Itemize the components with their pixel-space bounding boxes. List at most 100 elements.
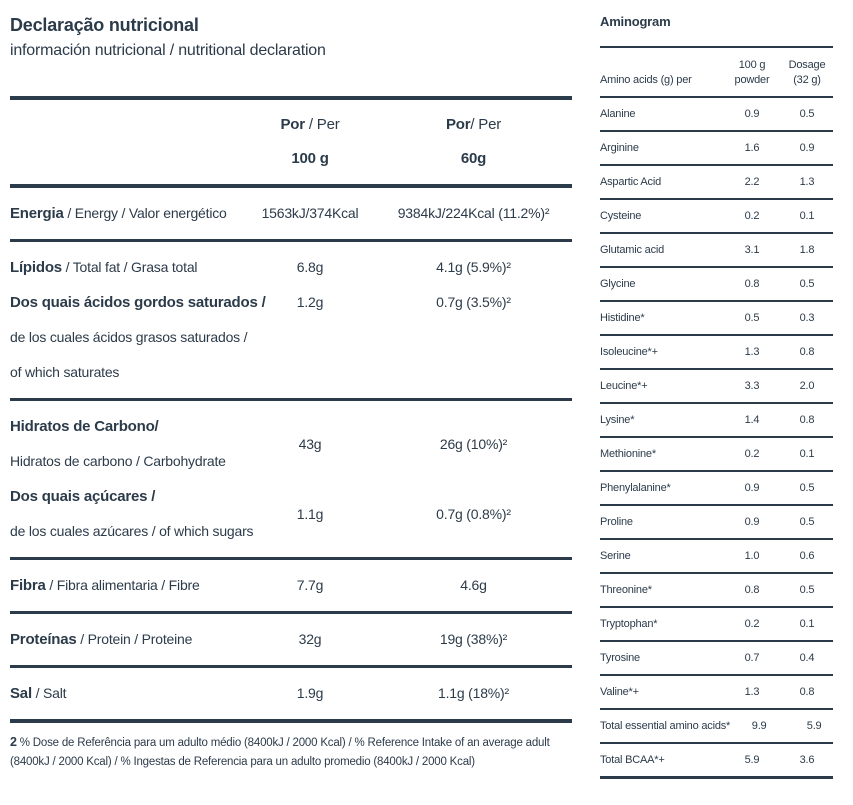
per-60g-label-rest: / Per [470,116,502,133]
amino-row: Aspartic Acid 2.2 1.3 [600,166,833,200]
aminogram-title: Aminogram [600,12,833,48]
nutrition-row: Fibra / Fibra alimentaria / Fibre 7.7g 4.6… [10,568,572,603]
amino-name: Valine*+ [600,686,639,698]
amino-dosage-header-line1: Dosage [788,59,826,71]
per-100g-amount: 100 g [291,150,329,167]
amino-row: Leucine*+ 3.3 2.0 [600,370,833,404]
nutrient-name-bold: Energia [10,205,64,222]
amino-value-dosage: 0.1 [799,618,815,630]
amino-row: Glycine 0.8 0.5 [600,268,833,302]
amino-value-100g: 3.3 [744,380,760,392]
per-100g-label-rest: / Per [304,116,340,133]
amino-name: Leucine*+ [600,380,648,392]
footnote-marker: 2 [10,735,17,749]
amino-row: Tryptophan* 0.2 0.1 [600,608,833,642]
amino-row: Serine 1.0 0.6 [600,540,833,574]
amino-value-dosage: 0.5 [799,516,815,528]
aminogram-table-header: Amino acids (g) per 100 g powder Dosage … [600,48,833,98]
amino-value-dosage: 0.5 [799,108,815,120]
nutrition-row: Lípidos / Total fat / Grasa total 6.8g 4.1… [10,250,572,285]
nutrient-label-line: Sal / Salt [10,676,245,711]
amino-value-100g: 1.3 [744,686,760,698]
footnote-text: % Dose de Referência para um adulto médi… [10,737,550,768]
reference-intake-footnote: 2 % Dose de Referência para um adulto mé… [10,733,572,772]
nutrient-name-rest: de los cuales azúcares / of which sugars [10,523,254,539]
value-per-60g: 0.7g (0.8%)² [436,505,511,522]
value-per-100g: 1563kJ/374Kcal [261,205,359,221]
amino-name: Total BCAA*+ [600,754,665,766]
nutrient-label-line: de los cuales ácidos grasos saturados / [10,320,248,355]
amino-value-dosage: 0.3 [799,312,815,324]
nutrient-name-bold: Lípidos [10,259,62,276]
nutrient-name-rest: / Fibra alimentaria / Fibre [45,577,200,593]
amino-name: Tyrosine [600,652,640,664]
amino-row: Lysine* 1.4 0.8 [600,404,833,438]
amino-row: Total BCAA*+ 5.9 3.6 [600,744,833,779]
amino-row: Arginine 1.6 0.9 [600,132,833,166]
amino-name: Threonine* [600,584,652,596]
amino-name: Total essential amino acids* [600,720,731,732]
amino-value-dosage: 0.6 [799,550,815,562]
amino-dosage-header: Dosage (32 g) [781,58,833,88]
amino-row: Glutamic acid 3.1 1.8 [600,234,833,268]
amino-100g-header-line2: powder [734,74,770,86]
amino-value-dosage: 0.8 [799,686,815,698]
amino-name: Tryptophan* [600,618,658,630]
amino-value-100g: 2.2 [744,176,760,188]
nutrient-label-line: Dos quais ácidos gordos saturados / [10,285,266,320]
amino-row: Methionine* 0.2 0.1 [600,438,833,472]
amino-value-dosage: 2.0 [799,380,815,392]
amino-name: Cysteine [600,210,642,222]
column-header-per-60g: Por/ Per 60g [375,108,572,176]
amino-100g-header-line1: 100 g [738,59,766,71]
nutrition-title: Declaração nutricional [10,15,199,35]
per-100g-label-bold: Por [280,116,305,133]
nutrient-name-rest: / Protein / Proteine [76,631,193,647]
amino-row: Proline 0.9 0.5 [600,506,833,540]
amino-value-dosage: 3.6 [799,754,815,766]
amino-value-dosage: 0.1 [799,448,815,460]
value-per-100g: 32g [298,631,322,647]
amino-value-100g: 0.8 [744,278,760,290]
amino-name: Proline [600,516,633,528]
nutrition-declaration-panel: Declaração nutricional información nutri… [10,12,572,772]
amino-value-dosage: 0.8 [799,346,815,358]
value-per-100g: 43g [298,435,322,452]
per-60g-amount: 60g [460,150,487,167]
amino-value-100g: 0.8 [744,584,760,596]
amino-value-dosage: 0.5 [799,482,815,494]
amino-value-dosage: 0.1 [799,210,815,222]
nutrient-name-rest: / Salt [31,685,67,701]
nutrient-label-line: Fibra / Fibra alimentaria / Fibre [10,568,245,603]
nutrition-section: Hidratos de Carbono/Hidratos de carbono … [10,401,572,560]
amino-row: Isoleucine*+ 1.3 0.8 [600,336,833,370]
amino-value-100g: 9.9 [751,720,767,732]
per-100g-label: Por / Per [245,108,375,142]
nutrient-name-rest: Hidratos de carbono / Carbohydrate [10,453,226,469]
nutrient-name-rest: of which saturates [10,364,120,380]
amino-value-100g: 1.6 [744,142,760,154]
amino-value-dosage: 0.9 [799,142,815,154]
amino-row: Threonine* 0.8 0.5 [600,574,833,608]
nutrient-label-line: Hidratos de Carbono/ [10,409,245,444]
amino-name: Serine [600,550,631,562]
value-per-100g: 1.2g [296,294,324,310]
amino-value-100g: 1.3 [744,346,760,358]
nutrient-label-line: Proteínas / Protein / Proteine [10,622,245,657]
amino-value-dosage: 1.3 [799,176,815,188]
nutrient-name-bold: Sal [10,685,32,702]
nutrition-row: Energia / Energy / Valor energético 1563k… [10,196,572,231]
value-per-60g: 1.1g (18%)² [438,685,509,701]
amino-row: Histidine* 0.5 0.3 [600,302,833,336]
value-per-100g: 1.1g [296,505,324,522]
amino-dosage-header-line2: (32 g) [793,74,821,86]
amino-row: Alanine 0.9 0.5 [600,98,833,132]
amino-name: Alanine [600,108,636,120]
value-per-100g: 6.8g [296,259,324,275]
amino-acids-header: Amino acids (g) per [600,74,692,86]
amino-value-100g: 3.1 [744,244,760,256]
amino-name: Isoleucine*+ [600,346,658,358]
value-per-60g: 26g (10%)² [439,435,508,452]
amino-value-100g: 0.5 [744,312,760,324]
amino-value-100g: 0.9 [744,108,760,120]
